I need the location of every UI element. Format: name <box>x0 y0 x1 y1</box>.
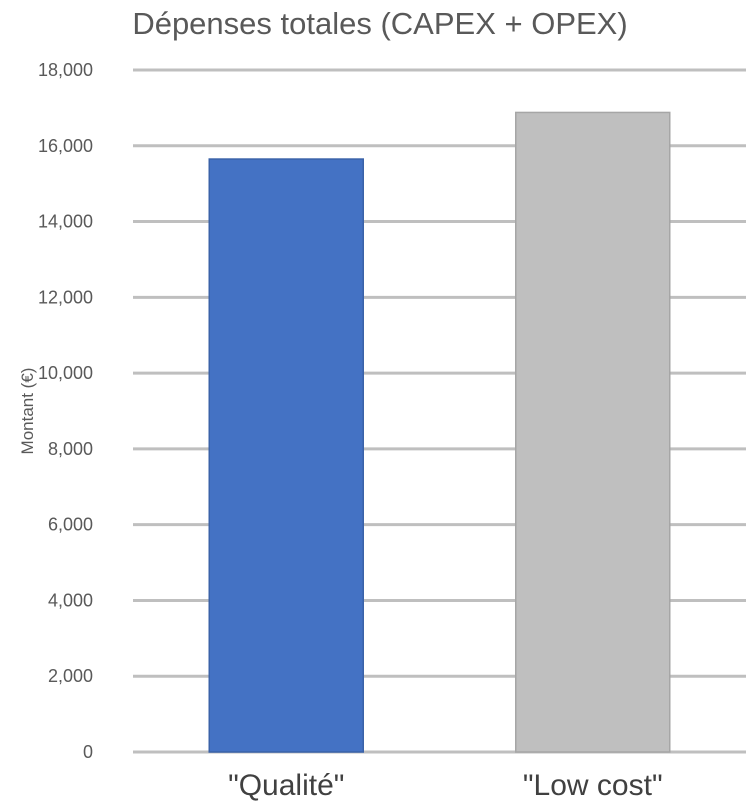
y-tick-label: 18,000 <box>38 60 93 80</box>
y-axis-ticks: 0 2,000 4,000 6,000 8,000 10,000 12,000 14,000 1… <box>38 60 93 762</box>
y-tick-label: 4,000 <box>48 590 93 610</box>
bar <box>208 158 364 753</box>
bars <box>208 111 671 753</box>
y-tick-label: 2,000 <box>48 666 93 686</box>
chart-title: Dépenses totales (CAPEX + OPEX) <box>132 6 627 41</box>
y-tick-label: 14,000 <box>38 212 93 232</box>
y-tick-label: 12,000 <box>38 287 93 307</box>
x-axis-ticks: "Qualité" "Low cost" <box>228 769 663 802</box>
y-tick-label: 16,000 <box>38 136 93 156</box>
y-tick-label: 6,000 <box>48 515 93 535</box>
y-axis-label: Montant (€) <box>18 368 37 455</box>
y-tick-label: 8,000 <box>48 439 93 459</box>
y-tick-label: 0 <box>83 742 93 762</box>
y-tick-label: 10,000 <box>38 363 93 383</box>
x-tick-label: "Qualité" <box>228 769 344 802</box>
bar <box>515 111 671 753</box>
x-tick-label: "Low cost" <box>523 769 663 802</box>
